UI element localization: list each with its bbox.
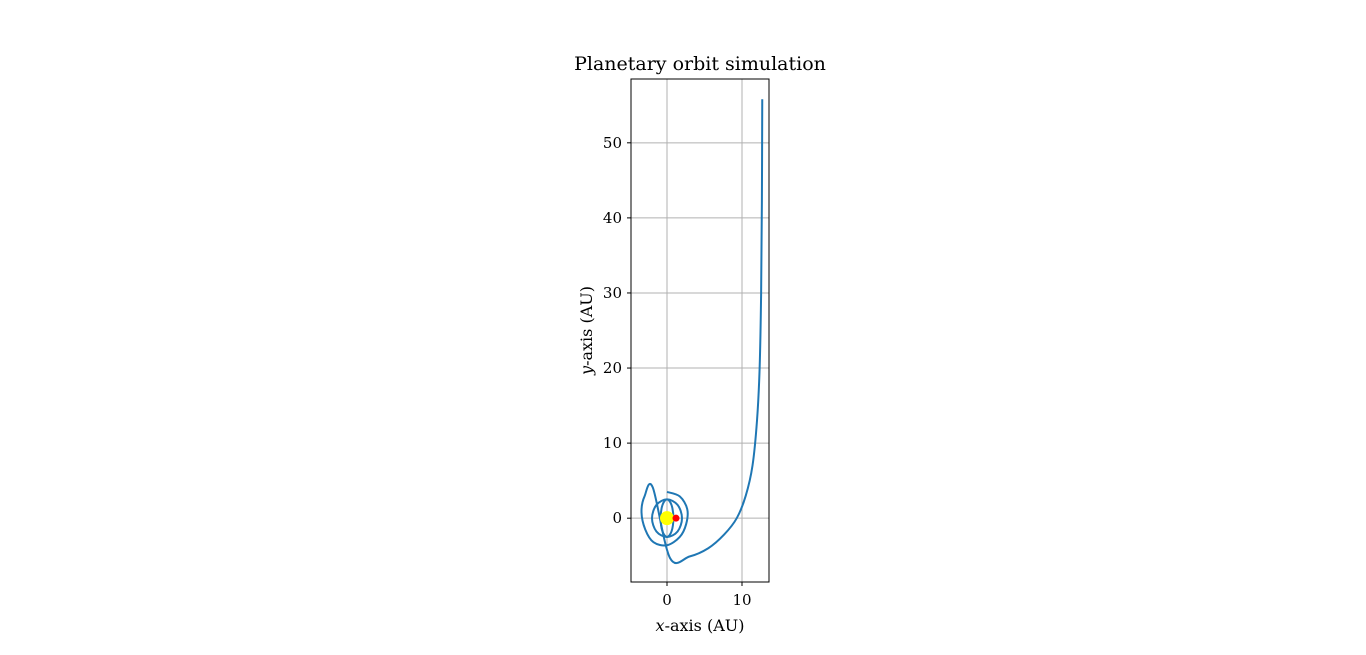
y-tick-label: 50 [603, 134, 622, 152]
bodies [660, 511, 680, 526]
y-tick-label: 20 [603, 359, 622, 377]
y-tick-label: 10 [603, 434, 622, 452]
axis-ticks: 0 10 0 10 20 30 40 50 [603, 134, 752, 609]
y-axis-label: y-axis (AU) [577, 286, 596, 376]
y-tick-label: 40 [603, 209, 622, 227]
y-axis-label-rest: -axis (AU) [577, 286, 596, 366]
grid-lines [631, 79, 769, 582]
x-axis-label-rest: -axis (AU) [665, 616, 745, 635]
star-marker [660, 511, 674, 526]
plot-area-frame [630, 78, 770, 583]
x-axis-label: x-axis (AU) [656, 616, 745, 635]
chart-title: Planetary orbit simulation [574, 53, 826, 75]
orbit-series-line [640, 99, 764, 564]
x-tick-label: 0 [662, 591, 672, 609]
y-axis-label-var: y [577, 365, 596, 376]
orbit-paths [640, 99, 764, 564]
orbit-series-line [651, 498, 683, 538]
y-tick-label: 30 [603, 284, 622, 302]
y-tick-label: 0 [612, 509, 622, 527]
planet-marker [672, 514, 680, 522]
x-tick-label: 10 [732, 591, 751, 609]
x-axis-label-var: x [656, 616, 665, 635]
